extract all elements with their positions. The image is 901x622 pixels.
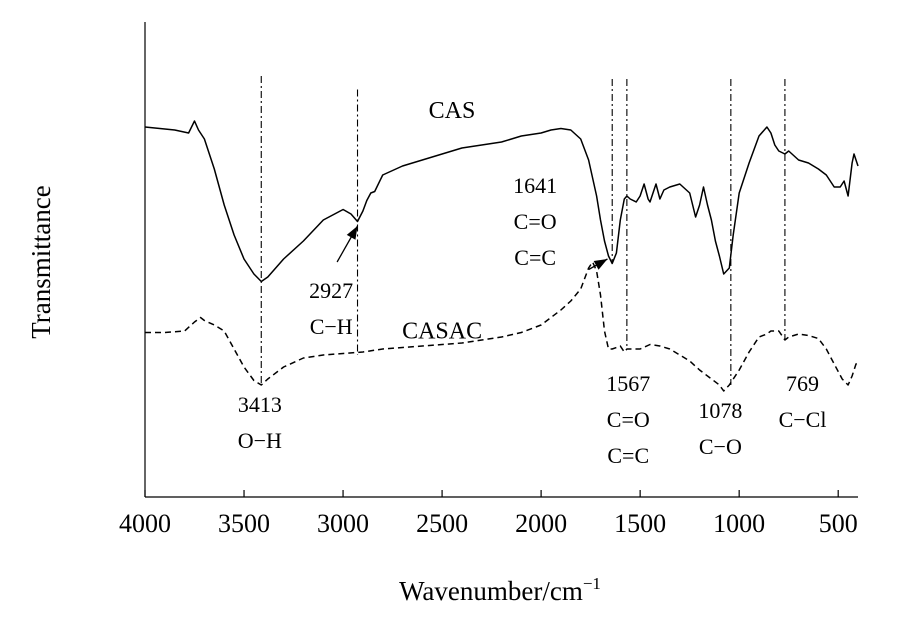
annotation-line: C=C xyxy=(514,245,556,270)
annotation-1567: 1567 C=O C=C xyxy=(606,371,650,468)
x-tick-label-3500: 3500 xyxy=(218,509,270,538)
x-ticks: 4000 3500 3000 2500 2000 1500 1000 500 xyxy=(119,490,858,538)
annotation-line: 1641 xyxy=(513,173,557,198)
series-cas-line xyxy=(144,120,859,283)
x-tick-label-500: 500 xyxy=(819,509,858,538)
annotations: 2927 C−H 1641 C=O C=C 3413 O−H 1567 C=O C=C 1078 C−… xyxy=(238,173,827,468)
annotation-line: C=C xyxy=(607,443,649,468)
x-tick-label-2500: 2500 xyxy=(416,509,468,538)
x-tick-label-1000: 1000 xyxy=(713,509,765,538)
annotation-769: 769 C−Cl xyxy=(779,371,827,432)
annotation-line: 3413 xyxy=(238,392,282,417)
annotation-line: C−H xyxy=(310,314,353,339)
annotation-line: 1567 xyxy=(606,371,650,396)
series-labels: CAS CASAC xyxy=(402,98,482,345)
reference-lines xyxy=(260,76,786,385)
series-label-cas: CAS xyxy=(429,98,476,124)
annotation-1641: 1641 C=O C=C xyxy=(513,173,557,270)
annotation-line: 769 xyxy=(786,371,819,396)
annotation-line: C=O xyxy=(607,407,650,432)
annotation-line: C−Cl xyxy=(779,407,827,432)
annotation-3413: 3413 O−H xyxy=(238,392,282,453)
annotation-arrow-head xyxy=(346,226,358,240)
series-label-casac: CASAC xyxy=(402,319,482,345)
annotation-line: O−H xyxy=(238,428,282,453)
x-tick-label-1500: 1500 xyxy=(614,509,666,538)
y-axis-title: Transmittance xyxy=(26,185,56,338)
x-axis-title-text: Wavenumber/cm xyxy=(399,576,583,606)
annotation-2927: 2927 C−H xyxy=(309,278,353,339)
x-tick-label-2000: 2000 xyxy=(515,509,567,538)
series-group xyxy=(144,120,859,392)
annotation-line: 1078 xyxy=(698,398,742,423)
x-tick-label-3000: 3000 xyxy=(317,509,369,538)
annotation-1078: 1078 C−O xyxy=(698,398,742,459)
x-axis-title-superscript: −1 xyxy=(583,574,601,593)
annotation-arrow-head xyxy=(593,259,608,270)
x-axis-title: Wavenumber/cm−1 xyxy=(399,574,601,606)
series-casac-line xyxy=(145,261,859,392)
annotation-line: C−O xyxy=(699,434,742,459)
annotation-line: 2927 xyxy=(309,278,353,303)
annotation-line: C=O xyxy=(514,209,557,234)
x-tick-label-4000: 4000 xyxy=(119,509,171,538)
